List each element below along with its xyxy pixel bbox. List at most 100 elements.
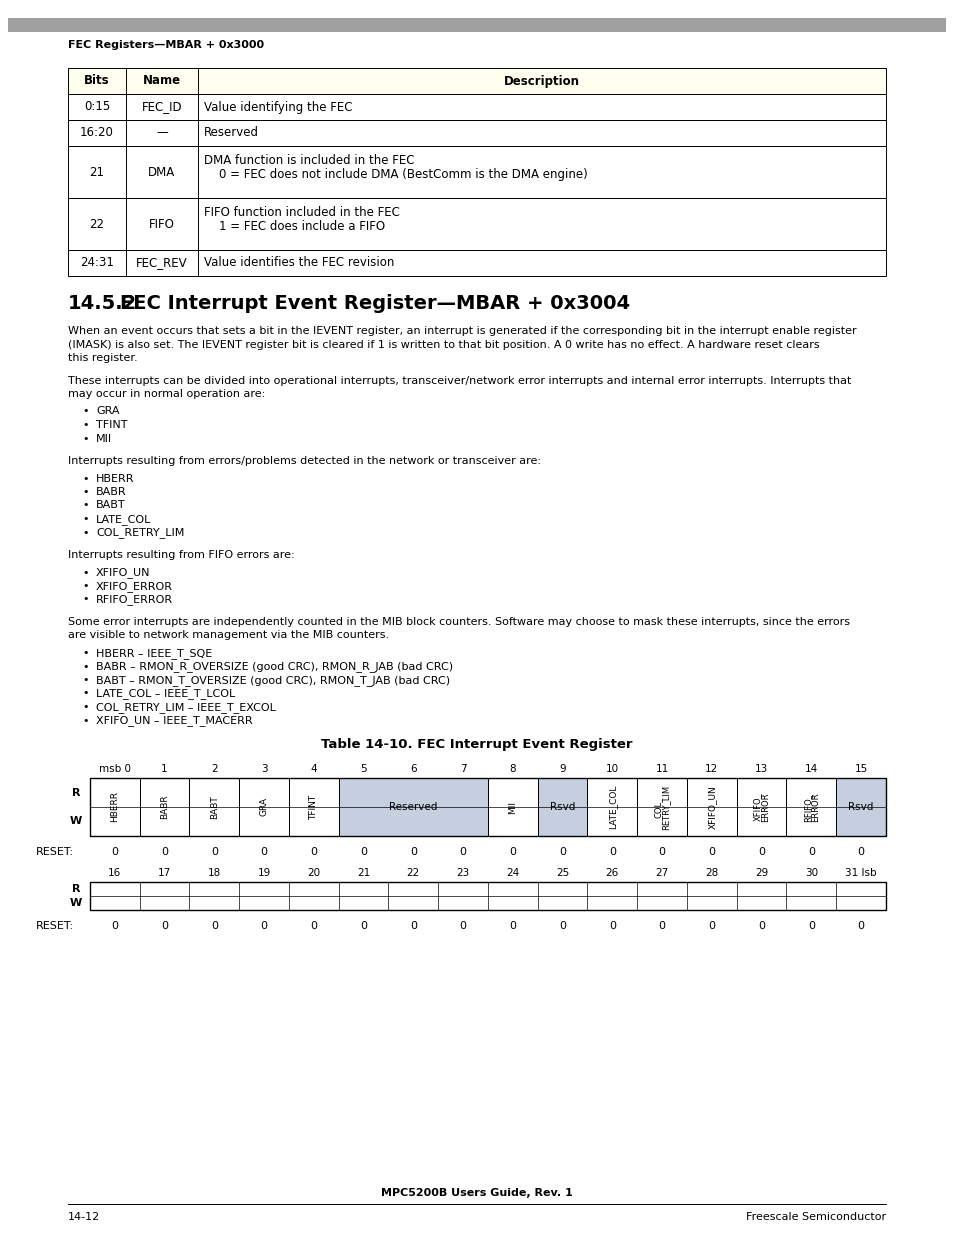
- Bar: [289, 778, 338, 836]
- Text: 0: 0: [310, 921, 317, 931]
- Text: XFIFO_UN – IEEE_T_MACERR: XFIFO_UN – IEEE_T_MACERR: [96, 715, 253, 726]
- Text: LATE_COL – IEEE_T_LCOL: LATE_COL – IEEE_T_LCOL: [96, 688, 235, 699]
- Bar: [637, 778, 686, 836]
- Text: R: R: [71, 788, 80, 798]
- Text: 0: 0: [807, 847, 814, 857]
- Text: XFIFO_: XFIFO_: [752, 793, 761, 821]
- Text: 0: 0: [410, 921, 416, 931]
- Bar: [90, 778, 139, 836]
- Text: 0: 0: [161, 847, 168, 857]
- Text: BABT – RMON_T_OVERSIZE (good CRC), RMON_T_JAB (bad CRC): BABT – RMON_T_OVERSIZE (good CRC), RMON_…: [96, 676, 450, 685]
- Text: Value identifying the FEC: Value identifying the FEC: [204, 100, 352, 114]
- Text: (IMASK) is also set. The IEVENT register bit is cleared if 1 is written to that : (IMASK) is also set. The IEVENT register…: [68, 340, 819, 350]
- Bar: [785, 778, 836, 836]
- Text: 31 lsb: 31 lsb: [844, 868, 876, 878]
- Text: 0: 0: [658, 847, 665, 857]
- Text: 3: 3: [260, 764, 267, 774]
- Text: 18: 18: [208, 868, 221, 878]
- Text: MPC5200B Users Guide, Rev. 1: MPC5200B Users Guide, Rev. 1: [381, 1188, 572, 1198]
- Text: 8: 8: [509, 764, 516, 774]
- Text: Table 14-10. FEC Interrupt Event Register: Table 14-10. FEC Interrupt Event Registe…: [321, 739, 632, 751]
- Text: 0: 0: [658, 921, 665, 931]
- Text: 0: 0: [558, 921, 565, 931]
- Bar: [537, 778, 587, 836]
- Text: 0: 0: [112, 921, 118, 931]
- Bar: [686, 778, 736, 836]
- Text: 0: 0: [857, 847, 863, 857]
- Text: 9: 9: [558, 764, 565, 774]
- Text: BABR: BABR: [96, 487, 127, 496]
- Text: —: —: [156, 126, 168, 140]
- Text: 6: 6: [410, 764, 416, 774]
- Bar: [90, 778, 885, 836]
- Text: Rsvd: Rsvd: [549, 802, 575, 811]
- Text: Interrupts resulting from errors/problems detected in the network or transceiver: Interrupts resulting from errors/problem…: [68, 456, 540, 466]
- Bar: [488, 778, 537, 836]
- Bar: [139, 778, 190, 836]
- Text: TFINT: TFINT: [309, 794, 318, 820]
- Text: 0 = FEC does not include DMA (BestComm is the DMA engine): 0 = FEC does not include DMA (BestComm i…: [204, 168, 587, 182]
- Text: FIFO: FIFO: [149, 217, 174, 231]
- Text: DMA function is included in the FEC: DMA function is included in the FEC: [204, 154, 414, 167]
- Text: COL_RETRY_LIM – IEEE_T_EXCOL: COL_RETRY_LIM – IEEE_T_EXCOL: [96, 701, 275, 713]
- Text: 0: 0: [211, 847, 217, 857]
- Text: 0: 0: [112, 847, 118, 857]
- Text: •: •: [82, 568, 89, 578]
- Text: •: •: [82, 594, 89, 604]
- Text: COL_: COL_: [653, 797, 662, 818]
- Text: XFIFO_UN: XFIFO_UN: [706, 785, 716, 829]
- Bar: [68, 94, 885, 120]
- Text: •: •: [82, 500, 89, 510]
- Text: 0: 0: [708, 921, 715, 931]
- Text: •: •: [82, 514, 89, 524]
- Text: 15: 15: [854, 764, 867, 774]
- Text: 0: 0: [608, 921, 616, 931]
- Text: 1: 1: [161, 764, 168, 774]
- Text: msb 0: msb 0: [99, 764, 131, 774]
- Text: this register.: this register.: [68, 353, 137, 363]
- Text: HBERR: HBERR: [111, 792, 119, 823]
- Text: Name: Name: [143, 74, 181, 88]
- Text: BABT: BABT: [96, 500, 126, 510]
- Text: RESET:: RESET:: [36, 847, 74, 857]
- Text: •: •: [82, 420, 89, 430]
- Text: HBERR – IEEE_T_SQE: HBERR – IEEE_T_SQE: [96, 648, 212, 659]
- Text: 12: 12: [704, 764, 718, 774]
- Text: 24: 24: [506, 868, 519, 878]
- Text: 0: 0: [509, 921, 516, 931]
- Text: FEC_ID: FEC_ID: [142, 100, 182, 114]
- Text: XFIFO_UN: XFIFO_UN: [96, 568, 151, 578]
- Text: 26: 26: [605, 868, 618, 878]
- Text: RFIFO_: RFIFO_: [802, 793, 811, 821]
- Text: 0: 0: [509, 847, 516, 857]
- Text: 0: 0: [758, 847, 764, 857]
- Text: Reserved: Reserved: [204, 126, 258, 140]
- Text: COL_RETRY_LIM: COL_RETRY_LIM: [96, 527, 184, 538]
- Bar: [8, 19, 945, 32]
- Text: 14-12: 14-12: [68, 1212, 100, 1221]
- Text: may occur in normal operation are:: may occur in normal operation are:: [68, 389, 265, 399]
- Text: 28: 28: [704, 868, 718, 878]
- Text: Bits: Bits: [84, 74, 110, 88]
- Text: •: •: [82, 580, 89, 592]
- Text: •: •: [82, 648, 89, 658]
- Text: Some error interrupts are independently counted in the MIB block counters. Softw: Some error interrupts are independently …: [68, 618, 849, 627]
- Text: •: •: [82, 473, 89, 483]
- Text: •: •: [82, 433, 89, 443]
- Text: 22: 22: [90, 217, 105, 231]
- Bar: [190, 778, 239, 836]
- Text: FIFO function included in the FEC: FIFO function included in the FEC: [204, 206, 399, 219]
- Text: •: •: [82, 662, 89, 672]
- Text: Value identifies the FEC revision: Value identifies the FEC revision: [204, 257, 394, 269]
- Text: FEC Registers—MBAR + 0x3000: FEC Registers—MBAR + 0x3000: [68, 40, 264, 49]
- Text: 0: 0: [708, 847, 715, 857]
- Text: 0: 0: [459, 921, 466, 931]
- Text: RFIFO_ERROR: RFIFO_ERROR: [96, 594, 172, 605]
- Text: HBERR: HBERR: [96, 473, 134, 483]
- Text: Description: Description: [503, 74, 579, 88]
- Text: 0: 0: [211, 921, 217, 931]
- Text: 0:15: 0:15: [84, 100, 110, 114]
- Bar: [68, 68, 885, 94]
- Text: Freescale Semiconductor: Freescale Semiconductor: [745, 1212, 885, 1221]
- Text: 7: 7: [459, 764, 466, 774]
